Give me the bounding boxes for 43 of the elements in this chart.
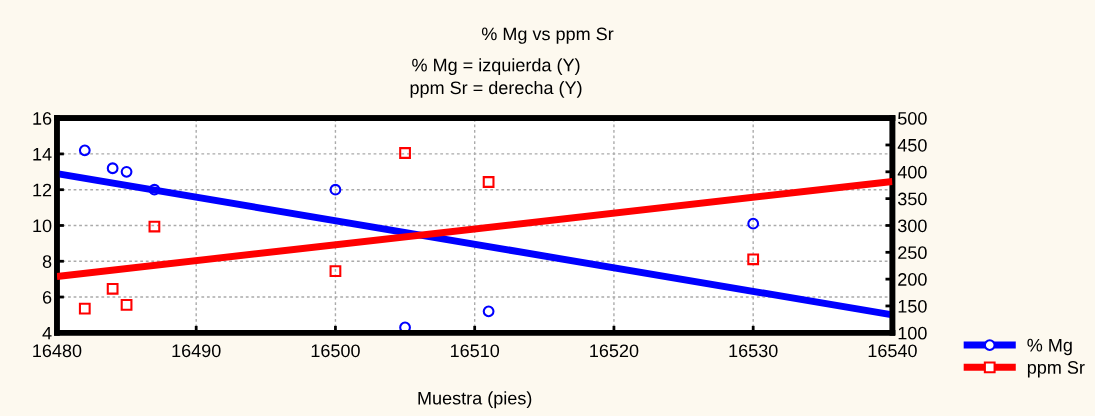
x-tick-label: 16510 (450, 344, 500, 358)
point (329, 265, 342, 277)
y2-tick-label: 500 (898, 112, 927, 125)
x-tick-label: 16540 (868, 344, 917, 358)
legend-label: % Mg (1027, 338, 1072, 356)
point (747, 217, 760, 230)
chart-title: % Mg vs ppm Sr (481, 27, 614, 44)
y-tick-label: 6 (42, 290, 52, 304)
y2-tick-label: 250 (898, 246, 927, 260)
y2-tick-label: 150 (898, 299, 927, 313)
legend-label: ppm Sr (1027, 361, 1085, 378)
y2-tick-label: 300 (897, 219, 927, 233)
y-tick-label: 16 (33, 112, 52, 125)
x-tick-label: 16520 (590, 344, 639, 358)
point (329, 183, 342, 196)
y-tick-label: 4 (42, 326, 52, 340)
point (747, 253, 760, 266)
x-tick-label: 16490 (172, 344, 221, 358)
point (148, 183, 161, 196)
point (106, 162, 119, 175)
point (148, 220, 161, 233)
point (120, 298, 133, 311)
x-tick-label: 16480 (33, 344, 82, 358)
point (399, 147, 411, 159)
x-axis-title: Muestra (pies) (418, 391, 532, 409)
y2-tick-label: 200 (898, 273, 927, 286)
y2-tick-label: 350 (897, 192, 927, 206)
y2-tick-label: 400 (897, 165, 927, 179)
point (482, 176, 495, 188)
point (78, 302, 91, 315)
y2-tick-label: 100 (898, 326, 927, 340)
point (106, 282, 119, 295)
point (120, 165, 133, 178)
point (78, 144, 91, 157)
y-tick-label: 8 (42, 255, 52, 268)
y-tick-label: 14 (33, 148, 52, 161)
point (482, 305, 495, 318)
y-tick-label: 10 (33, 219, 52, 233)
x-tick-label: 16500 (311, 344, 360, 358)
y-tick-label: 12 (33, 183, 52, 197)
x-tick-label: 16530 (729, 344, 778, 358)
chart-subtitle: % Mg = izquierda (Y) ppm Sr = derecha (Y) (410, 58, 582, 98)
y2-tick-label: 450 (897, 138, 927, 152)
